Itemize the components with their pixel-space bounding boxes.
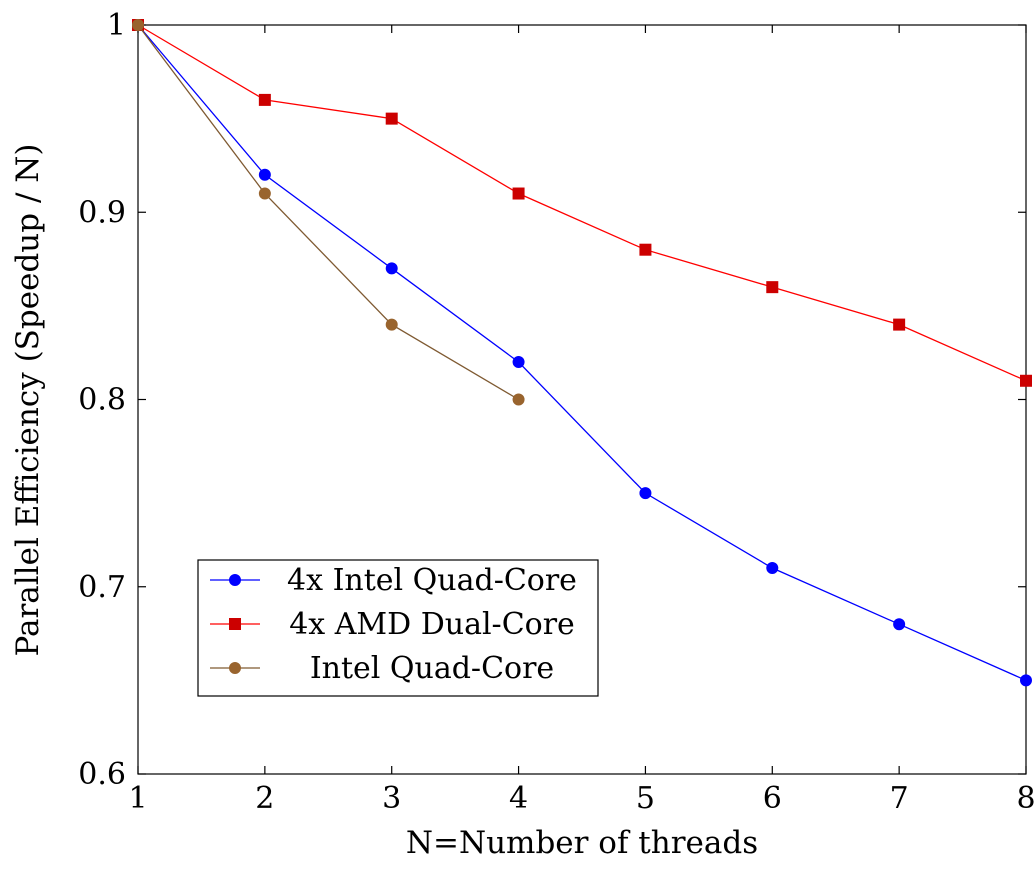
data-point — [639, 487, 652, 500]
legend-box — [197, 559, 599, 697]
data-point — [1020, 674, 1032, 687]
y-tick-label: 0.7 — [78, 570, 126, 605]
x-tick-label: 4 — [509, 781, 528, 816]
x-axis-label: N=Number of threads — [406, 825, 758, 861]
series-line — [137, 24, 1027, 382]
data-point — [258, 187, 271, 200]
x-tick-label: 8 — [1016, 781, 1035, 816]
data-point — [512, 356, 525, 369]
y-axis-label: Parallel Efficiency (Speedup / N) — [10, 144, 46, 657]
y-tick-label: 0.6 — [78, 757, 126, 792]
legend-marker — [229, 618, 241, 630]
data-point — [385, 318, 398, 331]
data-point — [512, 187, 525, 200]
data-point — [258, 93, 271, 106]
x-tick-label: 5 — [636, 781, 655, 816]
series-3 — [132, 19, 525, 406]
legend-marker — [229, 662, 241, 674]
data-point — [766, 562, 779, 575]
data-point — [893, 618, 906, 631]
x-tick-label: 6 — [763, 781, 782, 816]
data-point — [385, 262, 398, 275]
data-point — [893, 318, 906, 331]
series-line — [137, 24, 519, 401]
data-point — [1020, 374, 1032, 387]
legend-label: 4x AMD Dual-Core — [289, 607, 575, 642]
x-tick-label: 3 — [382, 781, 401, 816]
legend-item: 4x AMD Dual-Core — [210, 607, 575, 642]
data-point — [385, 112, 398, 125]
data-point — [258, 168, 271, 181]
legend-marker — [229, 574, 241, 586]
data-point — [512, 393, 525, 406]
data-point — [766, 281, 779, 294]
x-tick-label: 7 — [890, 781, 909, 816]
series-layer — [132, 19, 1032, 687]
x-tick-label: 2 — [255, 781, 274, 816]
x-tick-label: 1 — [128, 781, 147, 816]
series-2 — [132, 19, 1032, 387]
axis-ticks: 1 2 3 4 5 6 7 8 0.6 0.7 0.8 0.9 1 — [78, 8, 1035, 816]
legend-item: 4x Intel Quad-Core — [210, 563, 577, 598]
y-tick-label: 1 — [107, 8, 126, 43]
data-point — [132, 19, 144, 31]
y-tick-label: 0.9 — [78, 195, 126, 230]
legend-label: 4x Intel Quad-Core — [287, 563, 577, 598]
legend-item: Intel Quad-Core — [210, 651, 554, 686]
legend: 4x Intel Quad-Core 4x AMD Dual-Core Intel … — [197, 559, 599, 697]
legend-label: Intel Quad-Core — [310, 651, 554, 686]
series-line — [137, 24, 1027, 681]
data-point — [639, 243, 652, 256]
y-tick-label: 0.8 — [78, 383, 126, 418]
